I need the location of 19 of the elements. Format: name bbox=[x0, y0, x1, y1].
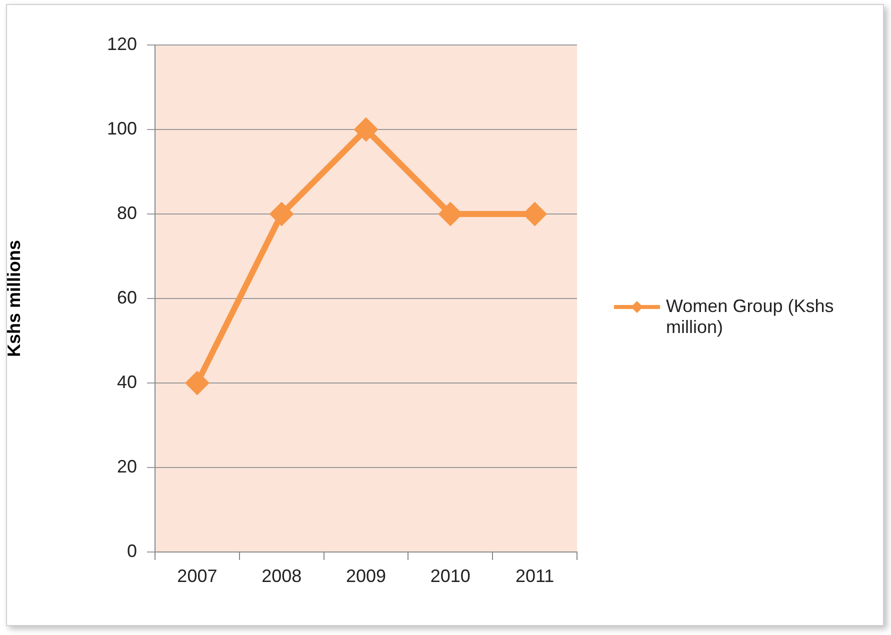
point bbox=[186, 372, 208, 394]
y-tick-label: 100 bbox=[106, 118, 137, 138]
point bbox=[355, 118, 377, 140]
x-tick-label: 2011 bbox=[515, 566, 554, 586]
point bbox=[270, 203, 293, 225]
x-tick-label: 2010 bbox=[430, 566, 470, 586]
legend-label: Women Group (Kshs million) bbox=[666, 296, 835, 338]
y-tick-label: 20 bbox=[116, 456, 137, 476]
y-tick-label: 40 bbox=[116, 372, 137, 392]
y-axis-title: Kshs millions bbox=[4, 240, 24, 358]
y-tick-label: 120 bbox=[106, 34, 137, 54]
x-tick-label: 2007 bbox=[177, 566, 218, 586]
point bbox=[524, 203, 546, 225]
point bbox=[439, 203, 462, 225]
x-tick-label: 2009 bbox=[346, 566, 386, 586]
y-tick-label: 80 bbox=[116, 202, 137, 223]
x-tick-label: 2008 bbox=[262, 566, 302, 586]
y-tick-label: 60 bbox=[116, 287, 137, 308]
y-tick-label: 0 bbox=[126, 540, 137, 561]
